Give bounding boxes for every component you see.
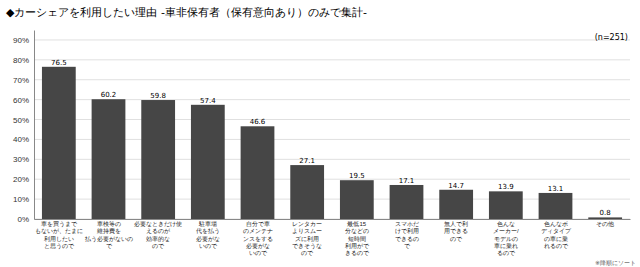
x-tick: 必要なときだけ使えるのが効率的なので [134,220,182,249]
y-axis-line [34,31,35,220]
data-label: 13.1 [548,185,564,193]
y-tick: 10% [13,195,34,204]
bar [539,193,573,219]
x-tick: 色んなボディタイプの車に乗れるので [541,221,572,249]
y-tick: 80% [13,56,34,65]
bar [489,191,523,219]
data-label: 17.1 [399,177,415,185]
y-tick-label: 60% [13,96,29,105]
bar [141,100,175,219]
x-tick: スマホだけで利用できるので [395,221,419,249]
y-tick-label: 70% [13,76,29,85]
grid-line [34,59,630,60]
y-tick-label: 10% [13,195,29,204]
grid [34,40,630,219]
data-label: 46.6 [250,118,266,126]
bar [191,105,225,219]
title: ◆カーシェアを利用したい理由 -車非保有者（保有意向あり）のみで集計- [6,6,367,19]
x-tick: 最低15分などの短時間利用ができるので [345,221,370,257]
source-note: ※降順にソート [595,259,636,266]
x-tick-label: 自分で車のメンテナンスをする必要がないので [243,221,273,256]
x-tick: 色んなメーカー/モデルの車に乗れるので [493,221,519,256]
x-tick-label: 無人で利用できるので [444,221,468,241]
x-tick: 自分で車のメンテナンスをする必要がないので [243,221,273,256]
y-tick-label: 80% [13,56,29,65]
x-tick-label: 最低15分などの短時間利用ができるので [345,221,370,257]
x-tick-label: 色んなメーカー/モデルの車に乗れるので [493,221,519,256]
data-label: 60.2 [101,91,117,99]
grid-line [34,39,630,40]
x-tick: 車検等の維持費を払う必要がないので [84,221,133,249]
data-label: 57.4 [200,97,216,105]
y-axis: 0% 10% 20% 30% 40% 50% 60% 70% 80% 90% [13,31,35,225]
x-tick: 駐車場代を払う必要がないので [195,220,220,249]
x-axis-line [35,219,631,220]
data-labels: 76.5 60.2 59.8 57.4 46.6 27.1 19.5 17.1 14.7 13.9… [51,59,611,218]
x-tick: レンタカーよりスムーズに利用できそうなので [292,221,322,256]
data-label: 19.5 [349,172,365,180]
y-tick: 90% [13,36,34,45]
y-tick-label: 50% [13,116,29,125]
data-label: 0.8 [600,209,611,217]
bar [439,190,473,219]
x-tick-label: 色んなボディタイプの車に乗れるので [541,221,572,249]
y-tick-label: 90% [13,36,29,45]
y-tick: 60% [13,96,34,105]
y-tick-label: 20% [13,175,29,184]
x-tick-label: レンタカーよりスムーズに利用できそうなので [292,221,322,256]
y-tick: 0% [17,215,34,224]
y-tick: 30% [13,155,34,164]
y-tick-label: 0% [17,215,29,224]
y-tick: 50% [13,116,34,125]
y-tick-label: 40% [13,135,29,144]
chart: 0% 10% 20% 30% 40% 50% 60% 70% 80% 90% 車を買うまでもないが、… [0,0,640,267]
x-axis: 車を買うまでもないが、たまに利用したいと思うので車検等の維持費を払う必要がないの… [35,220,631,258]
data-label: 59.8 [150,92,166,100]
bar [340,180,374,219]
x-tick-label: 車を買うまでもないが、たまに利用したいと思うので [35,221,83,250]
grid-line [34,79,630,80]
y-tick-label: 30% [13,155,29,164]
y-tick: 40% [13,135,34,144]
x-tick-label: その他 [596,221,614,228]
x-tick: その他 [596,221,614,228]
annotation: (n=251) [595,33,628,42]
x-tick-label: 必要なときだけ使えるのが効率的なので [134,220,182,249]
bar [241,126,275,219]
x-tick-label: 車検等の維持費を払う必要がないので [84,221,133,249]
data-label: 13.9 [498,183,514,191]
x-tick: 車を買うまでもないが、たまに利用したいと思うので [35,221,83,250]
plot-area [42,67,622,219]
x-tick-label: 駐車場代を払う必要がないので [195,220,220,249]
data-label: 76.5 [51,59,67,67]
data-label: 14.7 [448,182,464,190]
x-tick-label: スマホだけで利用できるので [395,221,419,249]
bar [92,99,126,219]
y-tick: 20% [13,175,34,184]
bar [290,165,324,219]
bar [42,67,76,219]
y-tick: 70% [13,76,34,85]
data-label: 27.1 [299,157,315,165]
bar [390,185,424,219]
bar [588,217,622,219]
x-tick: 無人で利用できるので [444,221,468,241]
